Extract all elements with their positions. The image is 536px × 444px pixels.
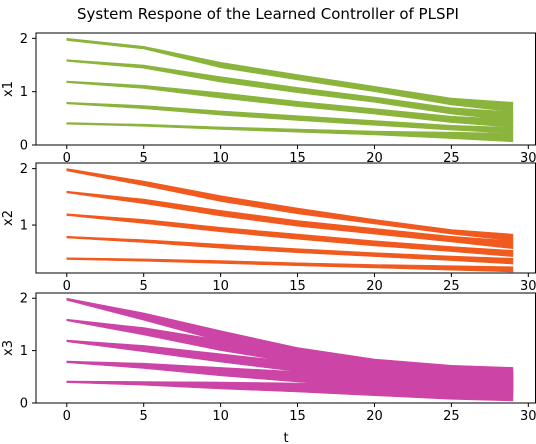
y-tick-label: 2 <box>20 32 28 47</box>
x-axis-label: t <box>283 431 288 444</box>
x-tick-label: 20 <box>366 151 383 166</box>
y-axis-label-x2: x2 <box>1 210 16 226</box>
y-axis-label-x3: x3 <box>1 340 16 356</box>
x-tick-label: 30 <box>520 409 536 424</box>
y-tick-label: 1 <box>20 344 28 359</box>
band-x2-5 <box>66 257 514 273</box>
x-tick-label: 25 <box>443 409 460 424</box>
x-tick-label: 30 <box>520 151 536 166</box>
x-tick-label: 25 <box>443 279 460 294</box>
band-x1-2 <box>66 59 514 121</box>
band-x2-4 <box>66 235 514 265</box>
x-tick-label: 10 <box>212 409 229 424</box>
x-tick-label: 15 <box>289 279 306 294</box>
y-tick-label: 0 <box>20 397 28 412</box>
x-tick-label: 25 <box>443 151 460 166</box>
x-tick-label: 15 <box>289 151 306 166</box>
chart-title: System Respone of the Learned Controller… <box>77 5 459 23</box>
panel-x1: 0 5 10 15 20 25 30 0 1 2 x1 <box>1 32 536 166</box>
x-tick-label: 20 <box>366 409 383 424</box>
x-tick-label: 5 <box>140 409 148 424</box>
y-tick-label: 0 <box>20 139 28 154</box>
band-x3-5 <box>66 380 514 402</box>
band-x2-2 <box>66 190 514 250</box>
x-tick-label: 0 <box>63 409 71 424</box>
x-tick-label: 0 <box>63 151 71 166</box>
x-tick-label: 10 <box>212 279 229 294</box>
x-tick-label: 10 <box>212 151 229 166</box>
x-tick-label: 5 <box>140 151 148 166</box>
x-tick-label: 30 <box>520 279 536 294</box>
x-tick-label: 20 <box>366 279 383 294</box>
y-axis-label-x1: x1 <box>1 81 16 97</box>
panel-x3: 0 5 10 15 20 25 30 0 1 2 x3 <box>1 292 536 424</box>
band-x1-5 <box>66 122 514 143</box>
y-tick-label: 1 <box>20 219 28 234</box>
band-x2-3 <box>66 213 514 257</box>
y-tick-label: 2 <box>20 292 28 307</box>
y-tick-label: 1 <box>20 85 28 100</box>
x-tick-label: 15 <box>289 409 306 424</box>
x-tick-label: 5 <box>140 279 148 294</box>
panel-x2: 0 5 10 15 20 25 30 1 2 x2 <box>1 162 536 294</box>
x-tick-label: 0 <box>63 279 71 294</box>
band-x2-1 <box>66 168 514 242</box>
y-tick-label: 2 <box>20 162 28 177</box>
